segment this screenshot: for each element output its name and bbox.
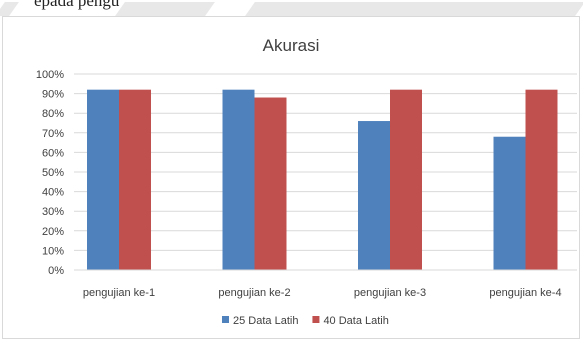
legend-label: 40 Data Latih — [323, 315, 388, 327]
bars — [87, 89, 558, 271]
y-tick-label: 10% — [42, 245, 64, 257]
x-axis-ticks: pengujian ke-1 pengujian ke-2 pengujian ke… — [83, 287, 562, 299]
page-top-fragment: epada pengu — [0, 0, 583, 18]
decor-stripe — [0, 2, 19, 16]
bar — [493, 136, 526, 270]
y-tick-label: 40% — [42, 187, 64, 199]
y-tick-label: 70% — [42, 128, 64, 140]
decor-stripe — [115, 2, 215, 16]
y-tick-label: 30% — [42, 206, 64, 218]
legend-label: 25 Data Latih — [233, 315, 298, 327]
chart-container: Akurasi 0% 10% 20% 30% 40% 50% 60% 70% 80% 90% 100… — [2, 16, 580, 339]
y-tick-label: 80% — [42, 108, 64, 120]
y-axis-ticks: 0% 10% 20% 30% 40% 50% 60% 70% 80% 90% 100% — [36, 69, 64, 277]
decor-stripe — [245, 2, 583, 16]
bar — [254, 97, 287, 271]
chart-title: Akurasi — [263, 36, 320, 55]
bar-chart: Akurasi 0% 10% 20% 30% 40% 50% 60% 70% 80% 90% 100… — [36, 36, 577, 327]
y-tick-label: 50% — [42, 167, 64, 179]
gridlines — [74, 73, 577, 251]
x-tick-label: pengujian ke-2 — [218, 287, 290, 299]
bar — [119, 89, 151, 271]
bar — [390, 89, 422, 271]
cut-off-text: epada pengu — [34, 0, 120, 10]
y-tick-label: 20% — [42, 226, 64, 238]
x-tick-label: pengujian ke-1 — [83, 287, 155, 299]
legend-swatch — [222, 316, 229, 323]
y-tick-label: 90% — [42, 89, 64, 101]
y-tick-label: 60% — [42, 147, 64, 159]
legend: 25 Data Latih 40 Data Latih — [222, 315, 389, 327]
bar — [525, 89, 558, 271]
bar — [222, 89, 255, 271]
x-tick-label: pengujian ke-3 — [354, 287, 426, 299]
y-tick-label: 0% — [48, 265, 64, 277]
legend-swatch — [312, 316, 320, 323]
bar — [358, 121, 390, 270]
bar — [87, 89, 119, 271]
y-tick-label: 100% — [36, 69, 64, 81]
x-tick-label: pengujian ke-4 — [489, 287, 561, 299]
